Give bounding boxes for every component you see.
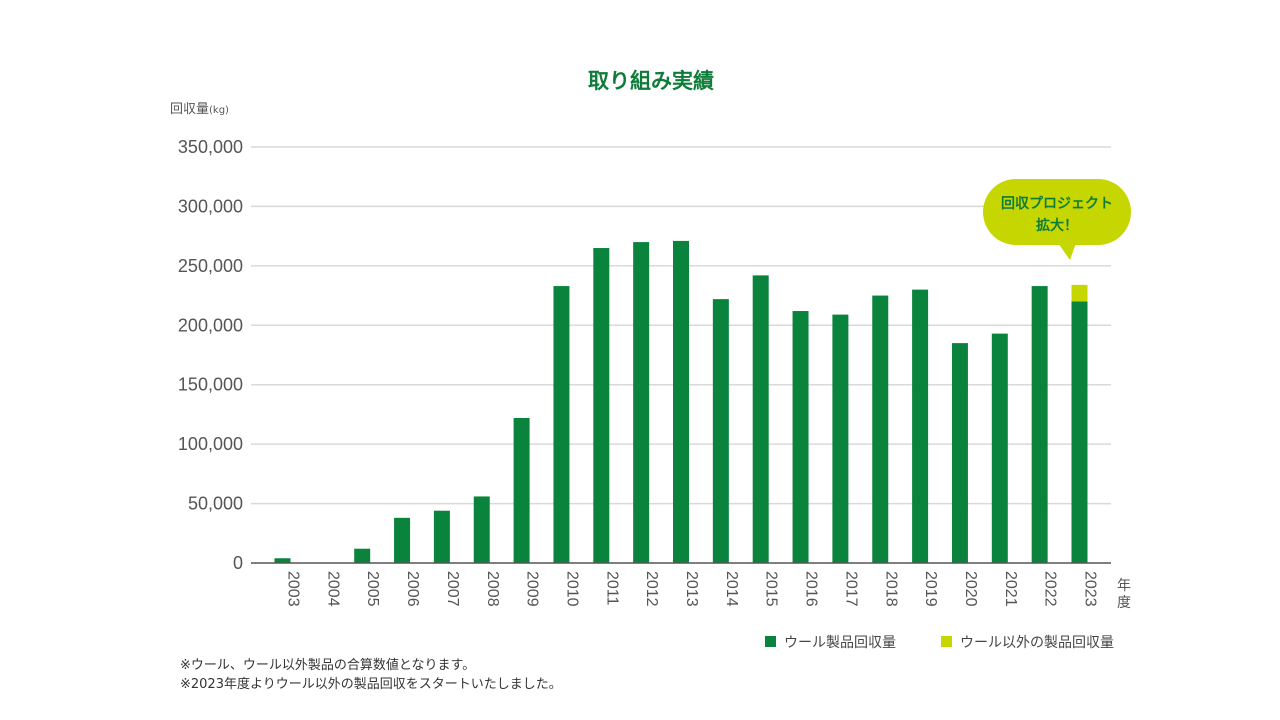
x-tick-label: 2007 [444, 571, 461, 607]
annotation-line2: 拡大！ [1036, 217, 1078, 234]
x-tick-label: 2022 [1042, 571, 1059, 607]
x-tick-label: 2008 [484, 571, 501, 607]
x-tick-label: 2014 [723, 571, 740, 607]
note-1: ※ウール、ウール以外製品の合算数値となります。 [180, 658, 476, 673]
bar-wool [633, 242, 650, 564]
y-axis-label: 回収量(kg) [170, 102, 229, 117]
x-tick-label: 2011 [603, 571, 620, 606]
chart-title: 取り組み実績 [588, 69, 714, 93]
x-tick-label: 2019 [922, 571, 939, 607]
x-tick-label: 2012 [643, 571, 660, 607]
y-tick-label: 100,000 [178, 434, 243, 454]
y-tick-label: 0 [233, 553, 243, 573]
x-tick-label: 2020 [962, 571, 979, 607]
bar-wool [673, 240, 689, 563]
bar-wool [274, 558, 291, 563]
x-tick-label: 2010 [563, 571, 580, 607]
annotation-line1: 回収プロジェクト [1001, 195, 1113, 212]
bars [274, 240, 1088, 564]
bar-wool [872, 295, 889, 563]
y-tick-label: 300,000 [178, 196, 243, 216]
y-tick-label: 350,000 [178, 137, 243, 157]
x-tick-label: 2003 [285, 571, 302, 607]
y-tick-label: 200,000 [178, 315, 243, 335]
x-tick-label: 2015 [763, 571, 780, 607]
legend: ウール製品回収量 ウール以外の製品回収量 [765, 635, 1114, 651]
bar-wool [951, 343, 968, 563]
bar-wool [354, 548, 371, 563]
x-tick-label: 2016 [803, 571, 820, 607]
legend-label-non-wool: ウール以外の製品回収量 [960, 635, 1114, 651]
bar-wool [991, 333, 1008, 563]
bar-wool [752, 275, 769, 563]
x-tick-label: 2009 [524, 571, 541, 607]
legend-swatch-non-wool [941, 636, 952, 647]
y-tick-label: 250,000 [178, 256, 243, 276]
bar-wool [433, 510, 450, 563]
x-tick-label: 2021 [1002, 571, 1019, 607]
legend-swatch-wool [765, 636, 776, 647]
note-2: ※2023年度よりウール以外の製品回収をスタートいたしました。 [180, 677, 562, 692]
x-tick-label: 2023 [1082, 571, 1099, 607]
bar-wool [712, 299, 729, 563]
bar-wool [394, 517, 411, 563]
bar-wool [832, 314, 849, 563]
bar-wool [792, 311, 809, 563]
bar-wool [593, 248, 610, 563]
x-tick-label: 2013 [683, 571, 700, 607]
x-tick-label: 2006 [404, 571, 421, 607]
y-tick-labels: 0 50,000 100,000 150,000 200,000 250,000 300,0… [178, 137, 243, 573]
x-tick-label: 2004 [324, 571, 341, 607]
bar-wool [513, 417, 530, 563]
x-tick-label: 2005 [364, 571, 381, 607]
x-axis-label: 年 度 [1117, 578, 1131, 611]
bar-non-wool [1071, 284, 1088, 302]
x-tick-labels: 2003 2004 2005 2006 2007 2008 2009 2010 2011 2012… [285, 571, 1099, 607]
bar-wool [1071, 301, 1088, 563]
annotation-bubble: 回収プロジェクト 拡大！ [983, 179, 1131, 260]
y-tick-label: 150,000 [178, 375, 243, 395]
bar-wool [473, 496, 490, 563]
y-tick-label: 50,000 [188, 494, 243, 514]
svg-text:年: 年 [1117, 578, 1131, 594]
bar-wool [1031, 286, 1048, 563]
svg-text:度: 度 [1117, 595, 1131, 611]
bar-wool [912, 289, 929, 563]
x-tick-label: 2018 [882, 571, 899, 607]
bar-wool [553, 286, 570, 563]
legend-label-wool: ウール製品回収量 [784, 635, 896, 651]
x-tick-label: 2017 [842, 571, 859, 607]
